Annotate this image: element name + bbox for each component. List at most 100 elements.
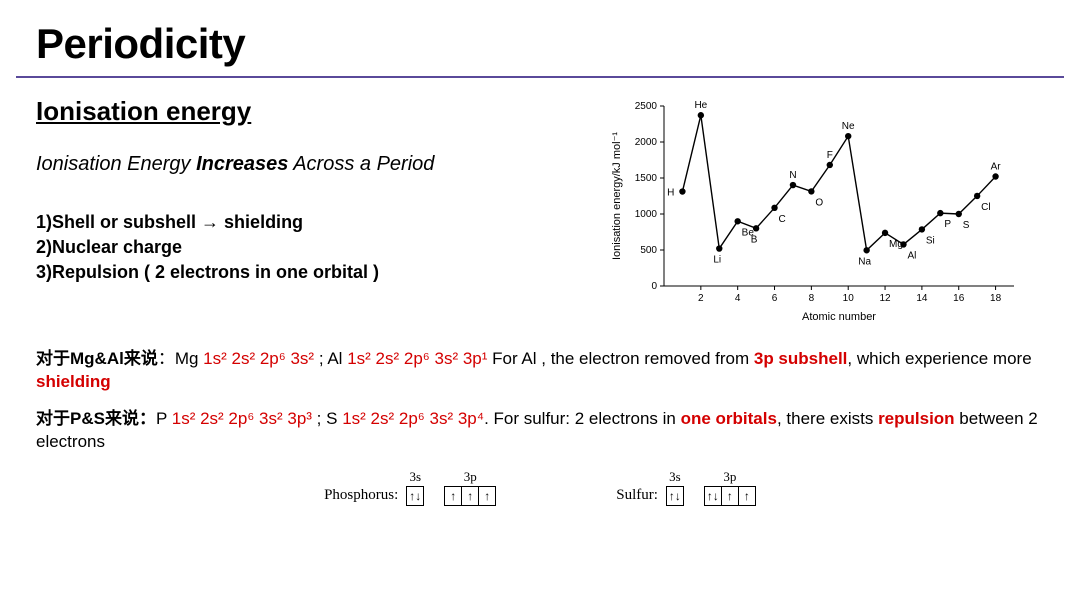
- p2-s-cfg: 1s² 2s² 2p⁶ 3s² 3p⁴: [342, 409, 484, 428]
- factor-1-post: shielding: [219, 212, 303, 232]
- factor-1-pre: 1)Shell or subshell: [36, 212, 201, 232]
- svg-text:500: 500: [640, 245, 657, 256]
- p1-al-cfg: 1s² 2s² 2p⁶ 3s² 3p¹: [347, 349, 487, 368]
- phos-label: Phosphorus:: [324, 485, 398, 506]
- svg-text:1500: 1500: [635, 173, 658, 184]
- p1-mg-cfg: 1s² 2s² 2p⁶ 3s²: [203, 349, 314, 368]
- p2-hl1: one orbitals: [681, 409, 777, 428]
- svg-text:Ionisation energy/kJ mol⁻¹: Ionisation energy/kJ mol⁻¹: [611, 132, 623, 260]
- svg-text:1000: 1000: [635, 209, 658, 220]
- svg-text:He: He: [694, 100, 707, 111]
- p2-p: P: [156, 409, 172, 428]
- p2-t2: , there exists: [777, 409, 878, 428]
- p1-colon: ：: [158, 349, 175, 368]
- factors-list: 1)Shell or subshell → shielding 2)Nuclea…: [36, 210, 596, 286]
- factor-2: 2)Nuclear charge: [36, 235, 596, 260]
- svg-text:6: 6: [772, 293, 778, 304]
- sulf-3p-boxes: ↑↓↑↑: [704, 486, 756, 506]
- sulfur-orbitals: Sulfur: 3s ↑↓ 3p ↑↓↑↑: [616, 468, 756, 507]
- svg-text:Al: Al: [907, 250, 916, 261]
- p2-s: S: [326, 409, 342, 428]
- top-content: Ionisation energy Ionisation Energy Incr…: [0, 78, 1080, 326]
- sulf-3p-head: 3p: [723, 468, 736, 486]
- p2-hl2: repulsion: [878, 409, 955, 428]
- p1-t2: , which experience more: [847, 349, 1031, 368]
- sulf-3s-boxes: ↑↓: [666, 486, 684, 506]
- svg-text:Cl: Cl: [981, 202, 990, 213]
- orbital-box: ↑: [738, 486, 756, 506]
- phosphorus-orbitals: Phosphorus: 3s ↑↓ 3p ↑↑↑: [324, 468, 496, 507]
- sulf-3s: 3s ↑↓: [666, 468, 684, 507]
- svg-text:S: S: [963, 220, 970, 231]
- svg-text:P: P: [944, 219, 951, 230]
- p1-lead: 对于Mg&Al来说: [36, 349, 158, 368]
- orbital-box: ↑: [721, 486, 739, 506]
- orbital-box: ↑: [478, 486, 496, 506]
- svg-text:Na: Na: [858, 256, 871, 267]
- orbital-box: ↑: [461, 486, 479, 506]
- svg-text:4: 4: [735, 293, 741, 304]
- p2-t1: . For sulfur: 2 electrons in: [484, 409, 681, 428]
- page-title: Periodicity: [0, 0, 1080, 76]
- p2-p-cfg: 1s² 2s² 2p⁶ 3s² 3p³: [172, 409, 312, 428]
- left-column: Ionisation energy Ionisation Energy Incr…: [36, 96, 596, 326]
- phos-3p: 3p ↑↑↑: [444, 468, 496, 507]
- p1-t1: For Al , the electron removed from: [487, 349, 753, 368]
- p1-sep: ;: [314, 349, 327, 368]
- right-column: 0 500 1000 1500 2000 2500 2 4 6 8 10 12 14 16 18 H He Li B…: [596, 96, 1044, 326]
- svg-text:14: 14: [916, 293, 928, 304]
- phos-3s: 3s ↑↓: [406, 468, 424, 507]
- sulf-3p: 3p ↑↓↑↑: [704, 468, 756, 507]
- phos-3p-head: 3p: [464, 468, 477, 486]
- phos-3p-boxes: ↑↑↑: [444, 486, 496, 506]
- paragraphs: 对于Mg&Al来说：Mg 1s² 2s² 2p⁶ 3s² ; Al 1s² 2s…: [0, 326, 1080, 506]
- factor-3: 3)Repulsion ( 2 electrons in one orbital…: [36, 260, 596, 285]
- svg-text:10: 10: [843, 293, 855, 304]
- sulf-3s-head: 3s: [669, 468, 681, 486]
- paragraph-mg-al: 对于Mg&Al来说：Mg 1s² 2s² 2p⁶ 3s² ; Al 1s² 2s…: [36, 348, 1044, 394]
- svg-text:Ne: Ne: [842, 121, 855, 132]
- p2-sep: ;: [312, 409, 326, 428]
- p1-hl1: 3p subshell: [754, 349, 848, 368]
- orbital-box: ↑↓: [666, 486, 684, 506]
- orbital-diagrams: Phosphorus: 3s ↑↓ 3p ↑↑↑ Sulfur: 3s ↑↓ 3…: [36, 468, 1044, 507]
- svg-text:Li: Li: [713, 255, 721, 266]
- svg-text:N: N: [789, 170, 796, 181]
- svg-text:16: 16: [953, 293, 965, 304]
- svg-text:F: F: [827, 150, 833, 161]
- subheading-pre: Ionisation Energy: [36, 153, 196, 175]
- svg-text:2500: 2500: [635, 101, 658, 112]
- subheading-bold: Increases: [196, 153, 288, 175]
- orbital-box: ↑↓: [406, 486, 424, 506]
- factor-1: 1)Shell or subshell → shielding: [36, 210, 596, 235]
- svg-text:0: 0: [651, 281, 657, 292]
- p1-mg: Mg: [175, 349, 203, 368]
- svg-text:Si: Si: [926, 235, 935, 246]
- p1-hl2: shielding: [36, 372, 111, 391]
- phos-3s-boxes: ↑↓: [406, 486, 424, 506]
- svg-text:12: 12: [879, 293, 891, 304]
- svg-text:18: 18: [990, 293, 1002, 304]
- svg-text:2: 2: [698, 293, 704, 304]
- p1-al: Al: [327, 349, 347, 368]
- p2-lead: 对于P&S来说：: [36, 409, 156, 428]
- svg-text:Atomic number: Atomic number: [802, 311, 876, 323]
- orbital-box: ↑: [444, 486, 462, 506]
- svg-text:Ar: Ar: [991, 161, 1002, 172]
- svg-text:8: 8: [809, 293, 815, 304]
- section-heading: Ionisation energy: [36, 96, 596, 127]
- paragraph-p-s: 对于P&S来说：P 1s² 2s² 2p⁶ 3s² 3p³ ; S 1s² 2s…: [36, 408, 1044, 454]
- subheading: Ionisation Energy Increases Across a Per…: [36, 153, 596, 176]
- svg-text:B: B: [751, 234, 758, 245]
- ionisation-chart: 0 500 1000 1500 2000 2500 2 4 6 8 10 12 14 16 18 H He Li B…: [606, 96, 1026, 326]
- orbital-box: ↑↓: [704, 486, 722, 506]
- svg-text:H: H: [667, 188, 674, 199]
- phos-3s-head: 3s: [409, 468, 421, 486]
- svg-text:C: C: [779, 214, 786, 225]
- sulf-label: Sulfur:: [616, 485, 658, 506]
- arrow-icon: →: [201, 212, 219, 232]
- subheading-post: Across a Period: [288, 153, 434, 175]
- svg-text:2000: 2000: [635, 137, 658, 148]
- svg-text:O: O: [815, 197, 823, 208]
- chart-svg: 0 500 1000 1500 2000 2500 2 4 6 8 10 12 14 16 18 H He Li B…: [606, 96, 1026, 326]
